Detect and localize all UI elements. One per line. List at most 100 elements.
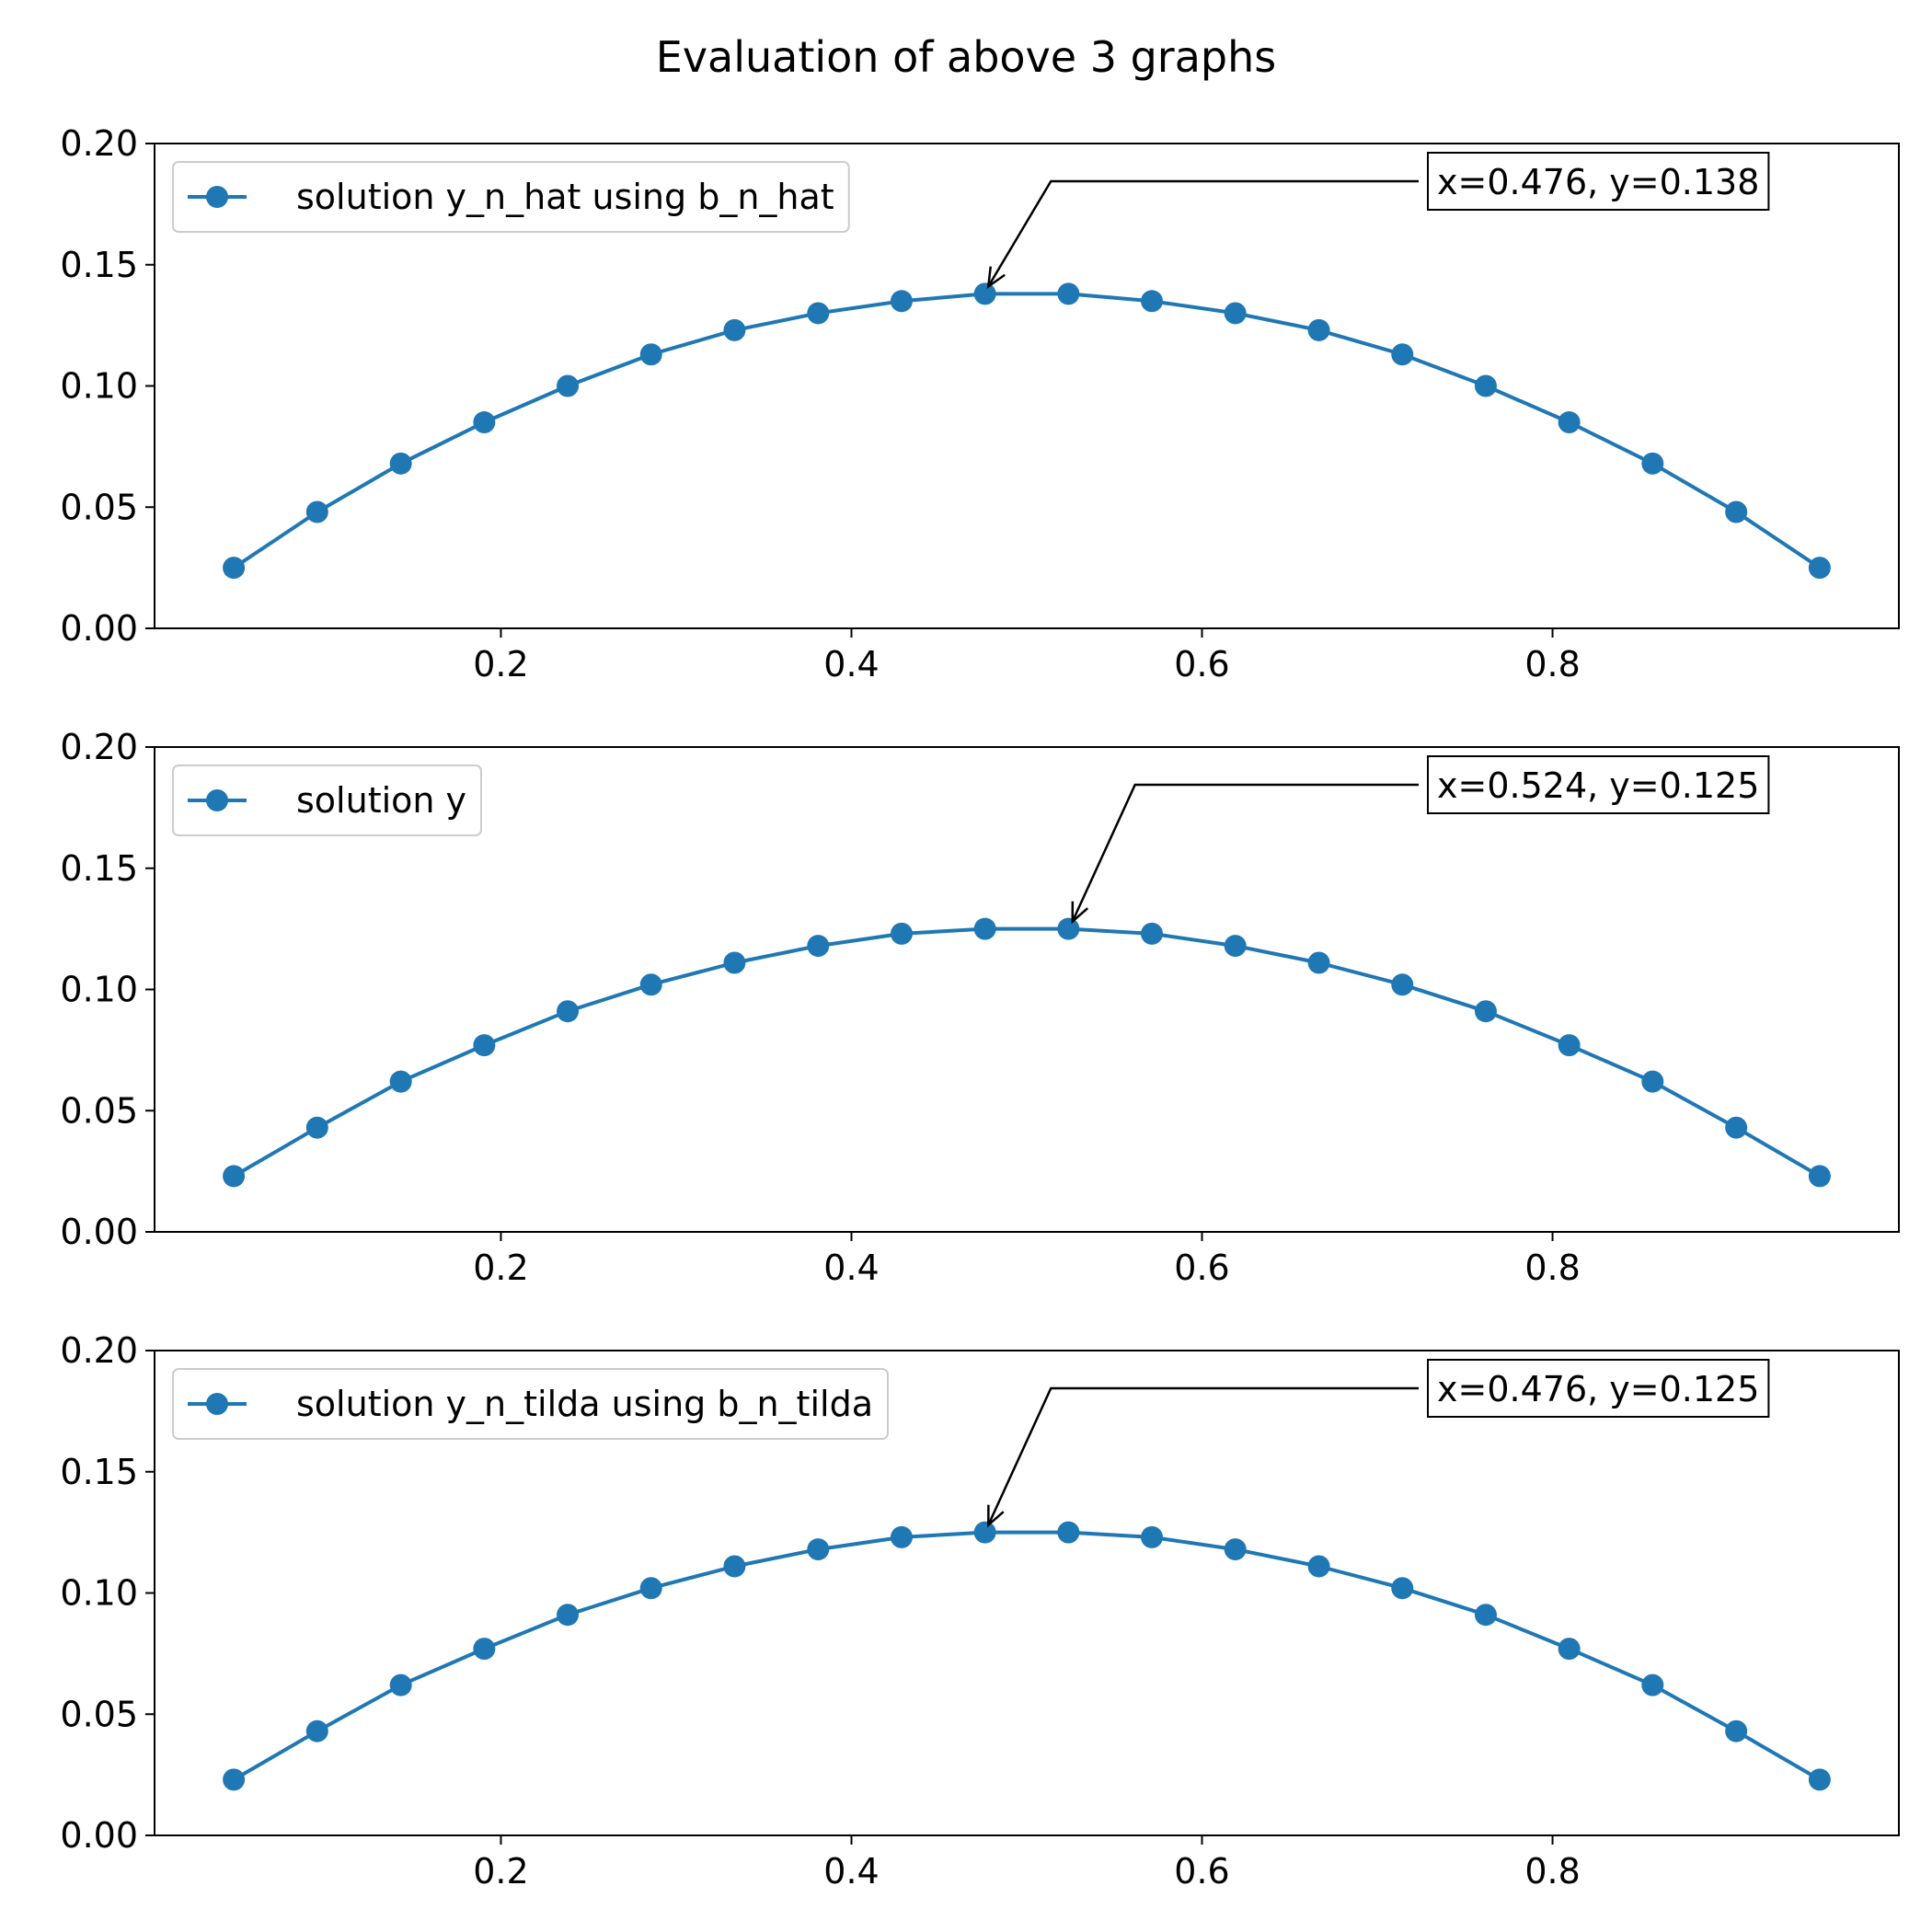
data-point xyxy=(1307,951,1330,974)
x-tick-label: 0.4 xyxy=(823,1851,879,1892)
data-point xyxy=(973,282,996,305)
legend-marker xyxy=(206,186,228,208)
annotation-arrow xyxy=(1071,783,1419,923)
data-point xyxy=(1474,374,1497,397)
data-point xyxy=(223,557,246,580)
y-tick-label: 0.15 xyxy=(60,245,138,285)
data-point xyxy=(1057,1521,1080,1544)
legend-label: solution y_n_tilda using b_n_tilda xyxy=(296,1384,873,1424)
subplot-2: 0.00 0.05 0.10 0.15 0.20 0.2 0.4 0.6 0.8 solution… xyxy=(60,727,1900,1288)
subplot-1: 0.00 0.05 0.10 0.15 0.20 0.2 0.4 0.6 0.8 solution… xyxy=(60,123,1900,684)
annotation-box xyxy=(1427,152,1770,211)
data-point xyxy=(223,1165,246,1188)
data-point xyxy=(639,1577,662,1600)
data-point xyxy=(1141,290,1164,313)
data-point xyxy=(1391,343,1414,366)
data-point xyxy=(1558,1034,1581,1057)
legend-marker xyxy=(206,1393,228,1415)
data-point xyxy=(1558,1638,1581,1661)
legend-label: solution y_n_hat using b_n_hat xyxy=(296,177,834,217)
data-point xyxy=(473,1034,496,1057)
legend-label: solution y xyxy=(296,780,466,821)
data-point xyxy=(557,1604,580,1627)
x-tick-label: 0.6 xyxy=(1174,1248,1229,1288)
x-tick-label: 0.2 xyxy=(473,644,528,684)
data-point xyxy=(1224,1538,1247,1561)
x-tick-label: 0.6 xyxy=(1174,1851,1229,1892)
legend-box xyxy=(172,161,850,233)
data-point xyxy=(1725,1116,1748,1139)
legend-box xyxy=(172,765,482,836)
y-tick-label: 0.05 xyxy=(60,1090,138,1131)
data-point xyxy=(305,1719,328,1742)
data-point xyxy=(973,1521,996,1544)
data-point xyxy=(305,500,328,523)
data-point xyxy=(305,1116,328,1139)
x-tick-label: 0.8 xyxy=(1524,1248,1580,1288)
annotation-arrow xyxy=(987,1386,1419,1526)
x-tick-label: 0.6 xyxy=(1174,644,1229,684)
figure-title: Evaluation of above 3 graphs xyxy=(656,32,1276,82)
legend-box xyxy=(172,1368,889,1440)
data-point xyxy=(1224,935,1247,958)
annotation-arrow xyxy=(987,179,1419,288)
annotation-box xyxy=(1427,1359,1770,1418)
data-point xyxy=(723,951,746,974)
y-tick-label: 0.00 xyxy=(60,1815,138,1856)
data-point xyxy=(1057,282,1080,305)
data-point xyxy=(1141,922,1164,945)
y-tick-label: 0.00 xyxy=(60,608,138,649)
data-point xyxy=(223,1768,246,1791)
data-point xyxy=(1474,1604,1497,1627)
data-point xyxy=(1725,1719,1748,1742)
data-point xyxy=(639,343,662,366)
data-point xyxy=(807,1538,830,1561)
y-tick-label: 0.15 xyxy=(60,1452,138,1492)
data-point xyxy=(1558,411,1581,434)
data-point xyxy=(1391,1577,1414,1600)
data-point xyxy=(473,1638,496,1661)
y-tick-label: 0.00 xyxy=(60,1212,138,1252)
data-point xyxy=(1808,557,1831,580)
data-point xyxy=(639,973,662,996)
annotation-arrowhead xyxy=(986,266,1006,289)
data-point xyxy=(1307,1555,1330,1578)
data-point xyxy=(389,1673,412,1696)
data-point xyxy=(1224,302,1247,325)
data-point xyxy=(557,374,580,397)
data-point xyxy=(473,411,496,434)
data-point xyxy=(973,917,996,940)
x-tick-label: 0.8 xyxy=(1524,1851,1580,1892)
data-point xyxy=(723,318,746,341)
annotation-arrowhead xyxy=(987,1504,1005,1528)
x-tick-label: 0.4 xyxy=(823,1248,879,1288)
y-tick-label: 0.20 xyxy=(60,123,138,164)
y-tick-label: 0.10 xyxy=(60,970,138,1010)
y-tick-label: 0.20 xyxy=(60,1330,138,1371)
data-point xyxy=(1641,1673,1664,1696)
data-point xyxy=(1307,318,1330,341)
data-point xyxy=(890,1525,913,1548)
data-point xyxy=(890,290,913,313)
series-line xyxy=(233,1530,1821,1782)
data-point xyxy=(723,1555,746,1578)
y-tick-label: 0.10 xyxy=(60,366,138,407)
data-point xyxy=(1391,973,1414,996)
data-point xyxy=(1641,452,1664,475)
data-point xyxy=(1141,1525,1164,1548)
y-tick-label: 0.10 xyxy=(60,1573,138,1614)
subplots-container: 0.00 0.05 0.10 0.15 0.20 0.2 0.4 0.6 0.8 solution… xyxy=(60,123,1900,1892)
data-point xyxy=(807,302,830,325)
y-tick-label: 0.05 xyxy=(60,1694,138,1734)
y-tick-label: 0.15 xyxy=(60,848,138,889)
data-point xyxy=(1641,1070,1664,1093)
data-point xyxy=(557,1000,580,1023)
data-point xyxy=(1474,1000,1497,1023)
data-point xyxy=(890,922,913,945)
data-point xyxy=(389,1070,412,1093)
data-point xyxy=(389,452,412,475)
x-tick-label: 0.4 xyxy=(823,644,879,684)
legend-marker xyxy=(206,789,228,811)
annotation-box xyxy=(1427,755,1770,814)
data-point xyxy=(1725,500,1748,523)
